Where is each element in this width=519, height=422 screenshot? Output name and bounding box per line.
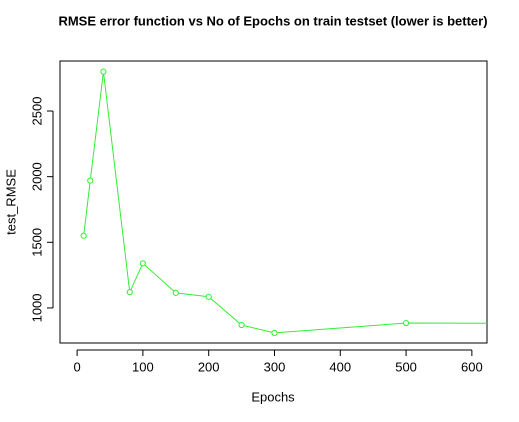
x-tick-label: 300 xyxy=(264,359,286,374)
x-tick-label: 0 xyxy=(73,359,80,374)
data-point xyxy=(87,177,94,184)
y-axis-label: test_RMSE xyxy=(3,169,18,235)
y-tick-label: 1000 xyxy=(29,293,44,322)
data-point xyxy=(126,289,133,296)
plot-area xyxy=(80,68,487,336)
data-point xyxy=(80,232,87,239)
x-tick-label: 100 xyxy=(132,359,154,374)
x-tick-label: 600 xyxy=(461,359,483,374)
data-point xyxy=(271,329,278,336)
data-point xyxy=(139,260,146,267)
data-point xyxy=(238,321,245,329)
data-point xyxy=(205,293,212,300)
y-tick-label: 2000 xyxy=(29,162,44,191)
data-point xyxy=(172,289,179,296)
x-tick-label: 400 xyxy=(329,359,351,374)
chart-title: RMSE error function vs No of Epochs on t… xyxy=(58,13,487,28)
plot-box xyxy=(59,60,488,344)
x-tick-label: 200 xyxy=(198,359,220,374)
y-tick-label: 1500 xyxy=(29,228,44,257)
data-point xyxy=(402,319,410,327)
y-tick-label: 2500 xyxy=(29,97,44,126)
x-tick-label: 500 xyxy=(395,359,417,374)
data-line xyxy=(83,71,487,334)
data-point xyxy=(100,68,107,75)
x-axis-label: Epochs xyxy=(251,389,295,404)
